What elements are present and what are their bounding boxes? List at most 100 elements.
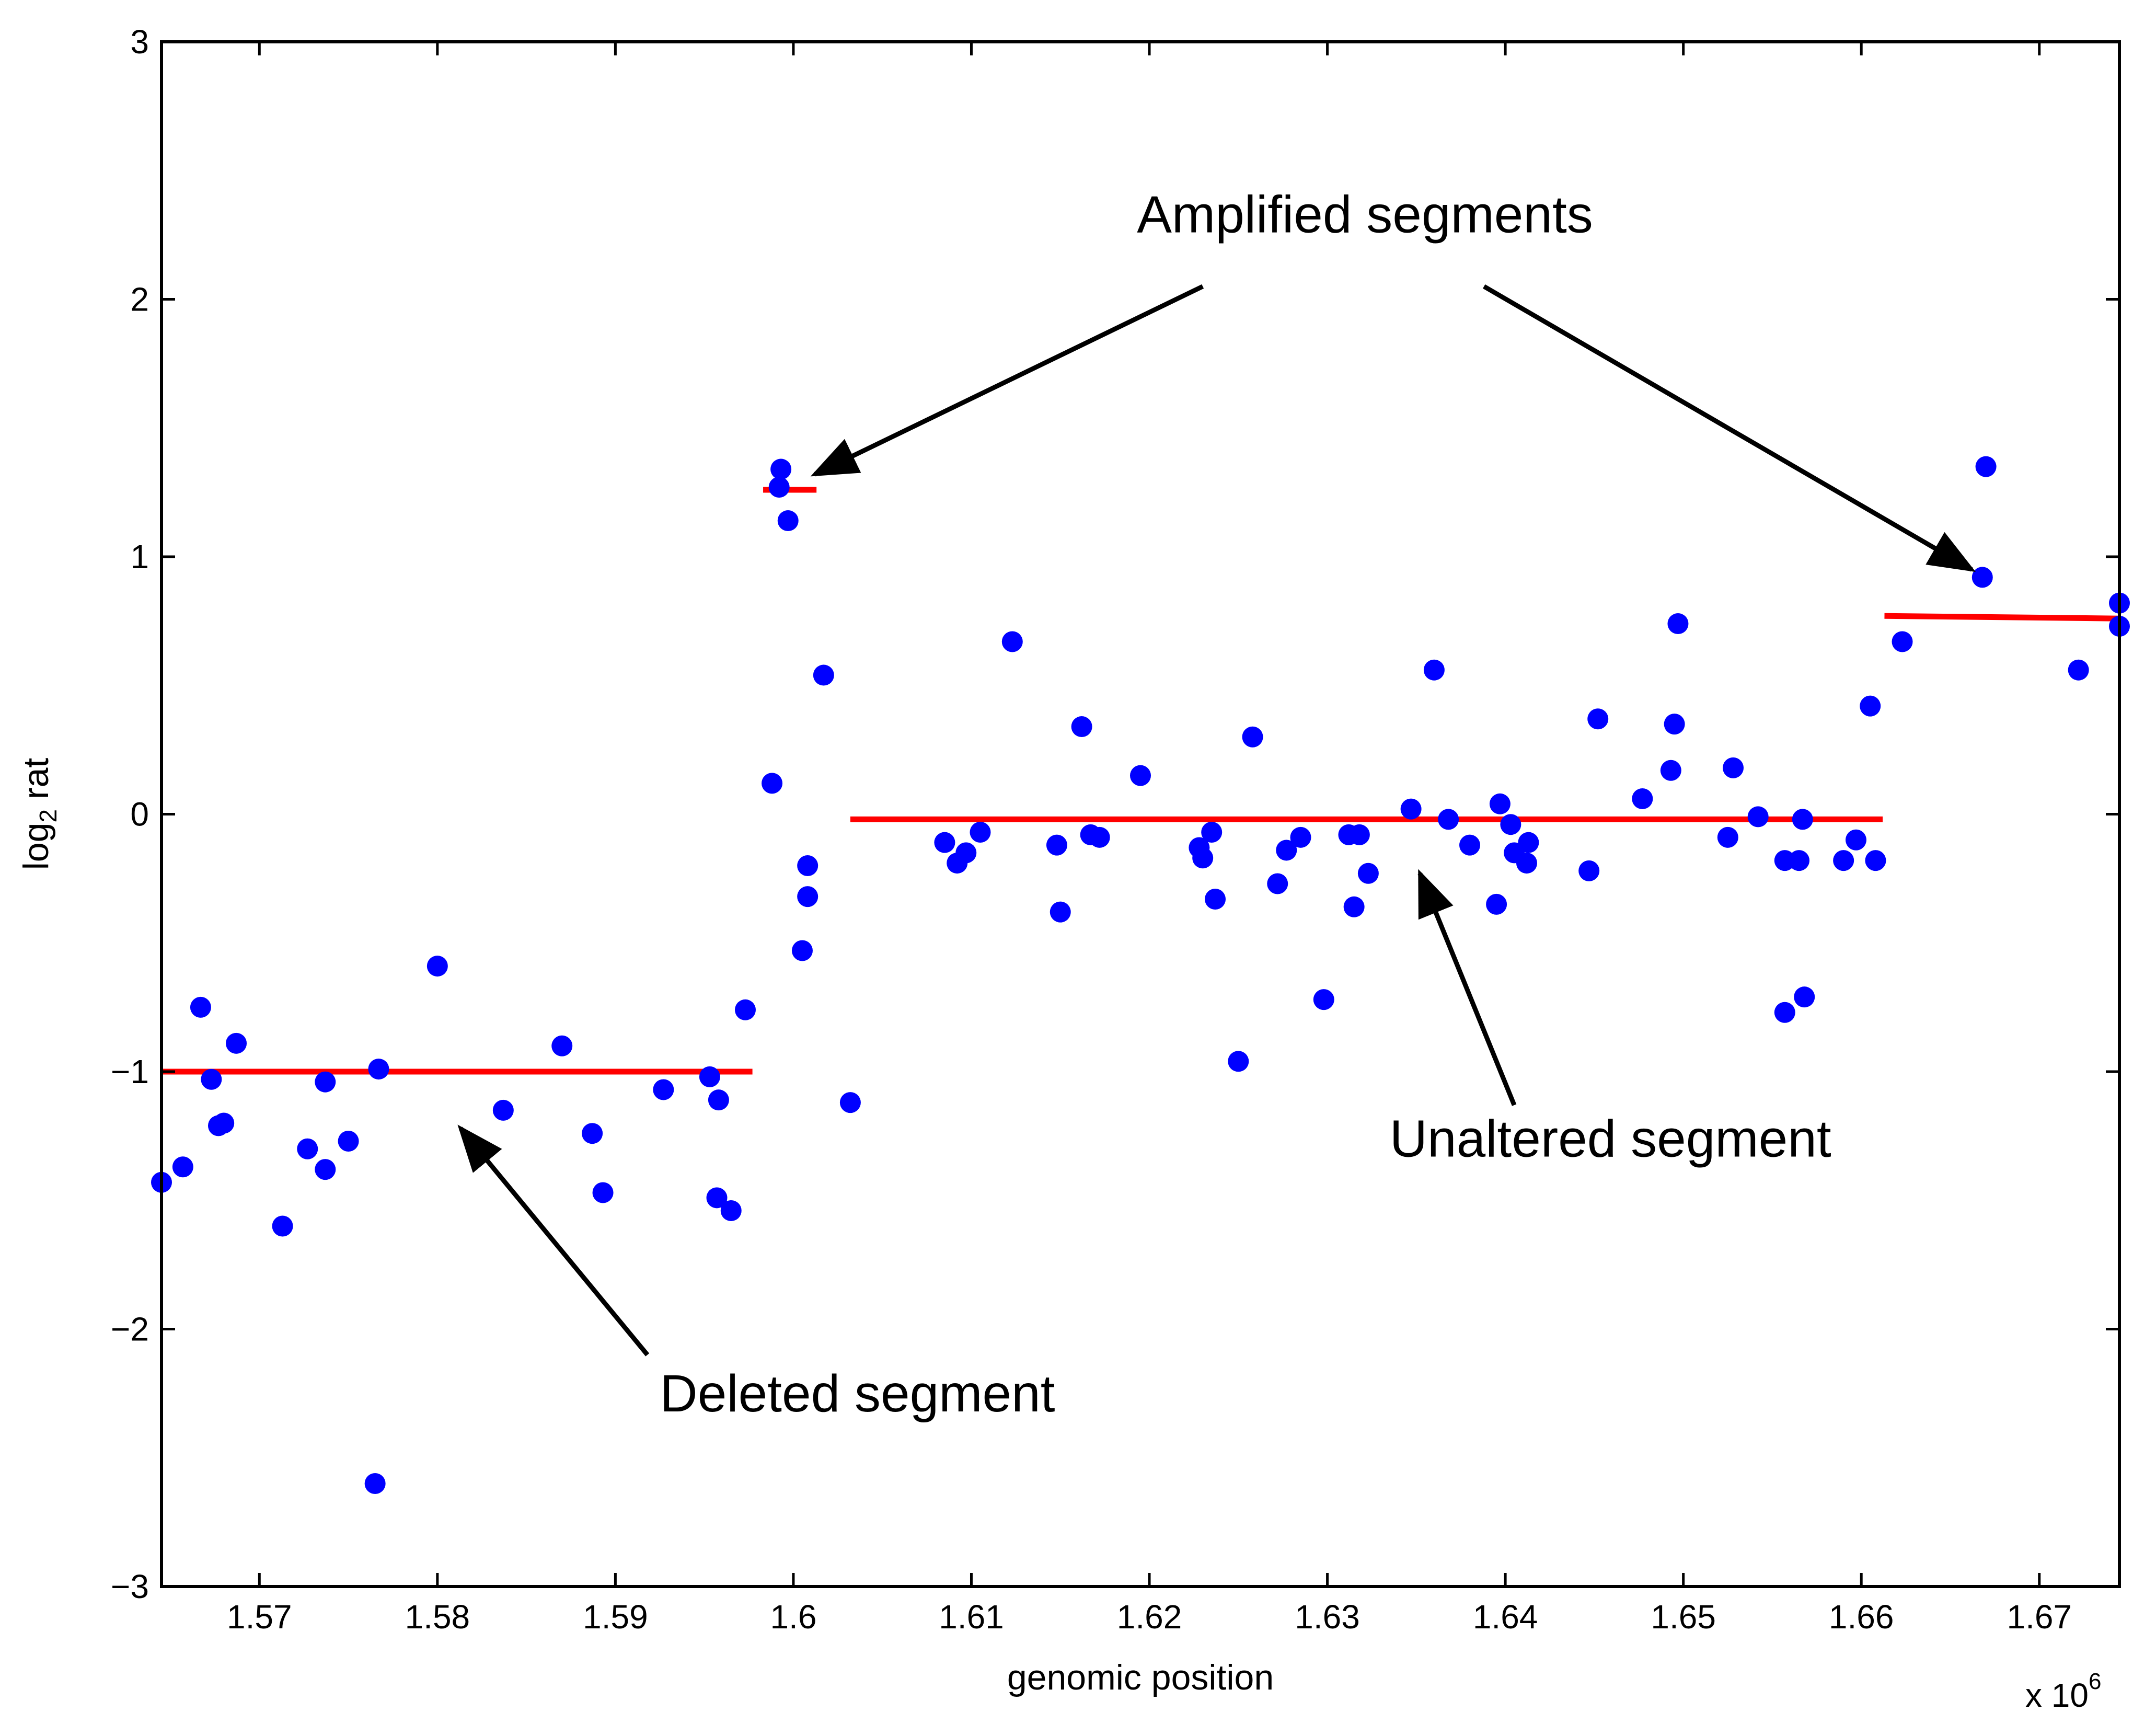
data-point-60 xyxy=(1423,659,1445,681)
x-tick-label-1: 1.58 xyxy=(405,1598,470,1636)
data-point-52 xyxy=(1276,840,1297,861)
data-point-13 xyxy=(368,1059,389,1080)
x-tick-label-7: 1.64 xyxy=(1473,1598,1538,1636)
data-point-22 xyxy=(708,1089,729,1111)
annotation-label-0: Amplified segments xyxy=(1137,185,1593,244)
tick-labels-layer: 1.57 1.58 1.59 1.6 1.61 1.62 1.63 1.64 1.65 1.66 1… xyxy=(111,23,2072,1636)
data-point-63 xyxy=(1486,893,1507,915)
x-tick-label-10: 1.67 xyxy=(2007,1598,2072,1636)
data-point-16 xyxy=(551,1035,573,1056)
data-point-47 xyxy=(1201,821,1223,843)
y-tick-label-0: −3 xyxy=(111,1568,149,1605)
y-tick-label-1: −2 xyxy=(111,1311,149,1348)
annotation-label-1: Unaltered segment xyxy=(1390,1110,1831,1168)
data-point-2 xyxy=(190,996,211,1018)
data-point-36 xyxy=(955,842,977,864)
data-point-77 xyxy=(1747,806,1769,828)
y-tick-label-4: 1 xyxy=(130,538,149,576)
data-point-28 xyxy=(777,510,799,532)
y-axis-label-rest: rat xyxy=(16,758,56,809)
data-point-24 xyxy=(734,999,756,1020)
data-point-48 xyxy=(1205,889,1226,910)
y-tick-label-2: −1 xyxy=(111,1053,149,1090)
x-tick-label-6: 1.63 xyxy=(1295,1598,1360,1636)
annotation-label-2: Deleted segment xyxy=(660,1364,1055,1423)
data-point-30 xyxy=(797,855,818,876)
annotation-arrow-1-0 xyxy=(1417,869,1517,1106)
data-point-44 xyxy=(1130,765,1151,786)
data-point-65 xyxy=(1500,814,1521,835)
data-point-82 xyxy=(1794,986,1815,1008)
data-point-20 xyxy=(699,1066,720,1087)
data-point-34 xyxy=(934,832,955,853)
segments-layer xyxy=(162,487,2120,1075)
data-point-1 xyxy=(172,1156,193,1178)
data-point-87 xyxy=(1892,631,1913,652)
data-point-62 xyxy=(1459,834,1481,856)
data-point-70 xyxy=(1587,708,1609,730)
data-point-31 xyxy=(797,886,818,907)
data-point-39 xyxy=(1046,834,1067,856)
y-tick-label-3: 0 xyxy=(130,796,149,833)
data-point-69 xyxy=(1578,860,1600,881)
data-point-40 xyxy=(1050,901,1071,923)
data-point-14 xyxy=(426,956,448,977)
data-point-84 xyxy=(1845,829,1866,851)
data-point-23 xyxy=(720,1200,742,1221)
annotation-arrow-0-1 xyxy=(1482,284,1976,572)
data-point-73 xyxy=(1664,714,1685,735)
data-point-85 xyxy=(1860,695,1881,717)
plot-background xyxy=(162,42,2119,1587)
x-tick-label-0: 1.57 xyxy=(227,1598,292,1636)
data-point-46 xyxy=(1192,847,1214,869)
x-axis-label: genomic position xyxy=(1007,1658,1274,1697)
data-point-38 xyxy=(1001,631,1023,652)
ticks-layer xyxy=(162,40,2119,1588)
data-point-49 xyxy=(1228,1051,1249,1072)
data-point-56 xyxy=(1343,896,1365,917)
data-point-10 xyxy=(315,1159,336,1180)
data-point-72 xyxy=(1660,760,1681,781)
data-point-88 xyxy=(1971,567,1993,588)
data-point-41 xyxy=(1071,716,1092,738)
x-tick-label-8: 1.65 xyxy=(1651,1598,1716,1636)
data-point-74 xyxy=(1667,613,1689,635)
data-point-89 xyxy=(1975,456,1997,477)
data-point-3 xyxy=(201,1068,222,1090)
data-point-68 xyxy=(1518,832,1539,853)
x-tick-label-2: 1.59 xyxy=(583,1598,648,1636)
data-point-54 xyxy=(1313,989,1334,1010)
data-point-59 xyxy=(1400,798,1422,820)
data-point-61 xyxy=(1438,809,1459,830)
data-point-18 xyxy=(592,1182,614,1203)
data-point-83 xyxy=(1833,850,1854,871)
data-point-12 xyxy=(364,1473,386,1494)
data-point-8 xyxy=(297,1138,318,1159)
y-axis-label-main: log xyxy=(16,823,56,870)
data-point-43 xyxy=(1089,826,1110,848)
segment-line-3 xyxy=(1884,613,2120,622)
y-axis-label: log2 rat xyxy=(16,758,62,870)
points-layer xyxy=(151,456,2130,1494)
x-axis-multiplier: x 106 xyxy=(2025,1669,2101,1712)
data-point-27 xyxy=(770,458,792,480)
data-point-9 xyxy=(315,1071,336,1093)
data-point-76 xyxy=(1723,757,1744,778)
annotation-arrow-0-0 xyxy=(810,284,1204,477)
y-axis-label-subscript: 2 xyxy=(34,809,62,823)
x-tick-label-3: 1.6 xyxy=(770,1598,816,1636)
data-point-5 xyxy=(213,1112,235,1134)
annotations-layer: Amplified segments Unaltered segment Delet… xyxy=(660,185,1831,1423)
data-point-29 xyxy=(791,940,813,961)
x-tick-label-9: 1.66 xyxy=(1829,1598,1894,1636)
data-point-57 xyxy=(1348,824,1370,845)
data-point-26 xyxy=(768,477,790,498)
x-axis-multiplier-exponent: 6 xyxy=(2089,1669,2101,1694)
arrows-layer xyxy=(457,284,1976,1357)
data-point-11 xyxy=(338,1130,359,1152)
y-tick-label-5: 2 xyxy=(130,281,149,318)
data-point-17 xyxy=(582,1123,603,1144)
data-point-6 xyxy=(226,1032,247,1054)
x-axis-multiplier-base: x 10 xyxy=(2025,1676,2089,1712)
annotation-arrow-2-0 xyxy=(457,1124,650,1357)
